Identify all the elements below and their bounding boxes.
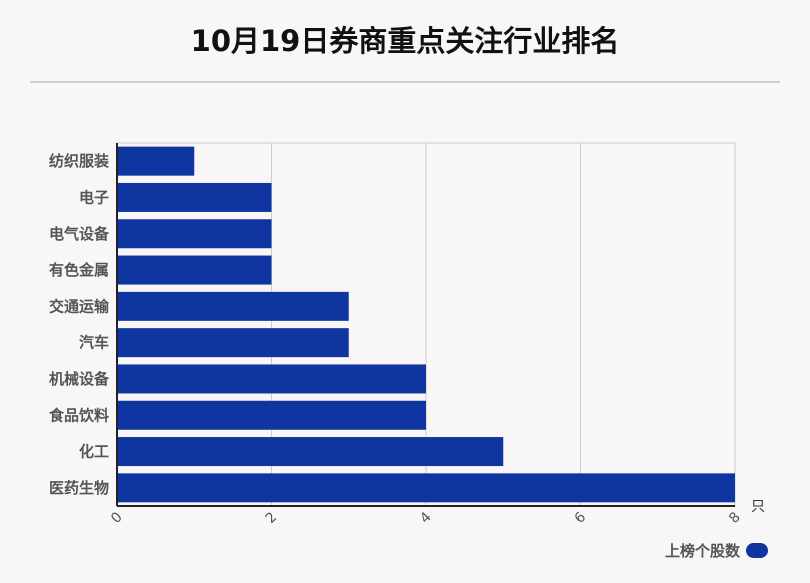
- legend-label: 上榜个股数: [664, 542, 740, 560]
- category-label: 电子: [79, 188, 109, 206]
- category-label: 汽车: [79, 334, 109, 352]
- category-label: 有色金属: [49, 261, 109, 279]
- category-label: 化工: [79, 443, 109, 461]
- bar: [117, 291, 349, 321]
- bar: [117, 364, 426, 394]
- bar: [117, 473, 735, 503]
- bar: [117, 437, 504, 467]
- legend: 上榜个股数: [665, 540, 768, 561]
- x-tick-label: 0: [108, 509, 126, 527]
- x-tick-label: 6: [572, 509, 590, 527]
- category-label: 纺织服装: [49, 152, 110, 170]
- bar: [117, 400, 426, 430]
- bar: [117, 182, 272, 212]
- bar: [117, 146, 195, 176]
- chart-title: 10月19日券商重点关注行业排名: [190, 24, 620, 58]
- category-label: 食品饮料: [49, 406, 109, 424]
- category-label: 机械设备: [49, 370, 110, 388]
- bar: [117, 328, 349, 358]
- bar: [117, 255, 272, 285]
- bar: [117, 219, 272, 249]
- x-tick-label: 4: [417, 509, 435, 527]
- category-label: 交通运输: [49, 297, 110, 315]
- x-unit-label: 只: [751, 499, 765, 515]
- x-tick-label: 2: [263, 509, 281, 527]
- title-divider: [30, 81, 780, 83]
- legend-swatch[interactable]: [746, 543, 768, 558]
- x-tick-label: 8: [726, 509, 744, 527]
- category-label: 电气设备: [49, 225, 110, 243]
- category-label: 医药生物: [49, 479, 109, 497]
